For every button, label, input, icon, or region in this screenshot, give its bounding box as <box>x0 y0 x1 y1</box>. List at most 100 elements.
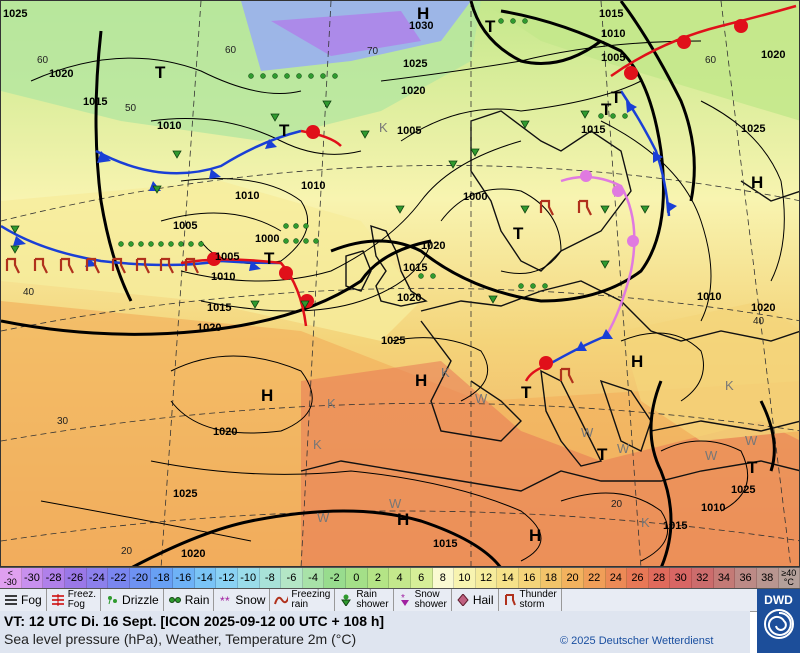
isobar-label: 1025 <box>381 335 405 347</box>
weather-letter: K <box>379 120 388 135</box>
isobar-label: 1015 <box>599 8 623 20</box>
hot-region <box>301 361 799 566</box>
warm-front-russia <box>610 4 797 78</box>
isobar-label: 1020 <box>49 68 73 80</box>
legend-label: Hail <box>472 593 494 607</box>
cold-front-atlantic <box>1 224 282 267</box>
weather-letter: K <box>313 437 322 452</box>
isobar-label: 1025 <box>403 58 427 70</box>
latitude-label: 50 <box>125 103 137 114</box>
low-pressure-centre: T <box>264 249 275 268</box>
freezing-rain-icon <box>274 593 289 607</box>
thunderstorm-symbols <box>5 199 592 384</box>
isobar-label: 1015 <box>83 96 107 108</box>
isobar-label: 1015 <box>581 124 605 136</box>
scale-swatch: 8 <box>432 568 455 588</box>
isobar-label: 1025 <box>3 8 27 20</box>
scale-max-value: ≥40 <box>781 568 797 578</box>
scale-min-symbol: < <box>7 568 13 578</box>
dwd-logo: DWD <box>757 589 800 653</box>
latitude-label: 70 <box>367 46 379 57</box>
info-panel: VT: 12 UTC Di. 16 Sept. [ICON 2025-09-12… <box>0 611 750 653</box>
snow-shower-icon: * <box>398 593 412 607</box>
legend-label: Fog <box>21 593 42 607</box>
isobar-label: 1005 <box>397 125 421 137</box>
scale-swatch: -28 <box>43 568 65 588</box>
legend-item: Drizzle <box>101 589 164 611</box>
legend-item: Freezing rain <box>270 589 336 611</box>
weather-letter: K <box>327 396 336 411</box>
scale-unit: °C <box>783 577 794 587</box>
weather-map: 1025 1030 1015 1010 1005 1020 1025 1020 1015 1010… <box>0 0 800 567</box>
temperature-scale: < -30 -30 -28 -26 -24 -22 -20 -18 -16 -14 -12 -10 -8-… <box>0 567 800 589</box>
coastlines <box>300 110 799 492</box>
isobar-label: 1020 <box>401 85 425 97</box>
valid-time: VT: 12 UTC Di. 16 Sept. [ICON 2025-09-12… <box>4 613 385 629</box>
isobar-label: 1030 <box>409 20 433 32</box>
scale-min-value: -30 <box>3 577 17 587</box>
snow-icon: * * <box>218 593 232 607</box>
weather-letter: K <box>725 378 734 393</box>
scale-swatch: 24 <box>605 568 628 588</box>
low-pressure-centre: T <box>521 383 532 402</box>
legend-label: Thunder storm <box>519 589 557 610</box>
weather-map-canvas: 1025 1030 1015 1010 1005 1020 1025 1020 1015 1010… <box>1 1 799 566</box>
weather-letter: K <box>641 515 650 530</box>
map-description: Sea level pressure (hPa), Weather, Tempe… <box>4 631 357 647</box>
scale-swatch: -6 <box>281 568 303 588</box>
scale-swatch: 12 <box>475 568 498 588</box>
scale-swatch: 16 <box>519 568 541 588</box>
occluded-front <box>560 175 636 337</box>
legend-label: Rain shower <box>356 589 389 610</box>
latitude-label: 20 <box>121 546 133 557</box>
weather-letter: W <box>745 433 758 448</box>
latitude-label: 20 <box>611 499 623 510</box>
cold-front-north <box>95 129 302 175</box>
weather-letter: W <box>705 448 718 463</box>
scale-swatch: -30 <box>21 568 44 588</box>
isobar-label: 1010 <box>235 190 259 202</box>
freezing-fog-icon <box>51 593 65 607</box>
scale-swatch: -16 <box>173 568 195 588</box>
isobar-label: 1010 <box>157 120 181 132</box>
latitude-label: 60 <box>37 55 49 66</box>
isobar-label: 1010 <box>301 180 325 192</box>
rain-icon <box>168 593 182 607</box>
isobar-label: 1015 <box>663 520 687 532</box>
low-pressure-centre: T <box>611 88 622 107</box>
latitude-label: 30 <box>57 416 69 427</box>
legend-item: Freez. Fog <box>47 589 102 611</box>
rain-shower-icon <box>339 593 353 607</box>
svg-text:*: * <box>225 594 230 606</box>
isobar-label: 1025 <box>731 484 755 496</box>
weather-letter: W <box>389 496 402 511</box>
legend-item: * * Snow <box>214 589 271 611</box>
low-pressure-centre: T <box>597 445 608 464</box>
scale-swatch: -20 <box>129 568 152 588</box>
weather-legend: Fog Freez. Fog Drizzle Rain * * Snow Freezing r… <box>0 589 800 612</box>
isobar-label: 1025 <box>741 123 765 135</box>
legend-label: Rain <box>184 593 210 607</box>
legend-item: * Snow shower <box>394 589 452 611</box>
isobar-label: 1020 <box>197 322 221 334</box>
isobar-label: 1015 <box>207 302 231 314</box>
scale-swatch: 4 <box>389 568 411 588</box>
scale-swatch: 20 <box>562 568 584 588</box>
isobar-label: 1020 <box>181 548 205 560</box>
scale-swatch: -4 <box>302 568 325 588</box>
isobar-label: 1015 <box>403 262 427 274</box>
scale-swatch: 38 <box>756 568 779 588</box>
drizzle-icon <box>105 593 119 607</box>
legend-label: Snow <box>235 593 266 607</box>
fog-icon <box>4 593 18 607</box>
scale-swatch: 34 <box>713 568 736 588</box>
scale-swatch: 36 <box>735 568 757 588</box>
scale-swatch: -22 <box>108 568 130 588</box>
isobar-labels: 1025 1030 1015 1010 1005 1020 1025 1020 1015 1010… <box>3 8 785 560</box>
isobar-label: 1020 <box>751 302 775 314</box>
isobar-label: 1015 <box>433 538 457 550</box>
weather-letters: K K K K K W W W W W W W K <box>313 120 758 530</box>
isobar-label: 1020 <box>397 292 421 304</box>
thunderstorm-icon <box>503 593 517 607</box>
front-symbols <box>13 19 748 370</box>
